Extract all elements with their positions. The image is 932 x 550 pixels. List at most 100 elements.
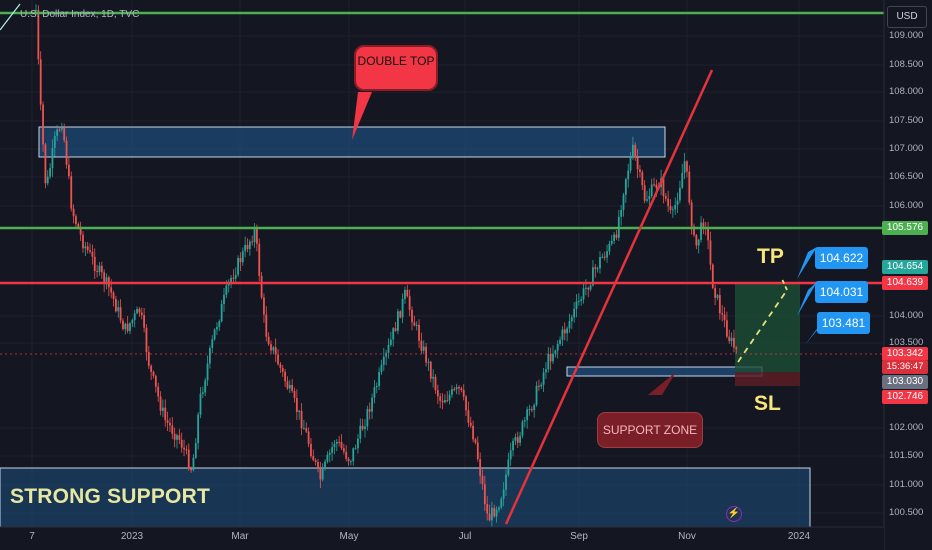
- candle-body: [166, 420, 169, 423]
- candle-body: [592, 267, 594, 286]
- candle-body: [180, 439, 183, 448]
- price-tick: 101.500: [889, 450, 924, 461]
- time-tick: Nov: [678, 531, 696, 542]
- candle-body: [72, 208, 75, 217]
- candle-body: [274, 347, 277, 355]
- candle-body: [624, 179, 627, 195]
- candle-body: [39, 59, 42, 105]
- candle-body: [117, 307, 120, 312]
- time-tick: 2023: [120, 531, 144, 542]
- candle-body: [683, 161, 686, 173]
- candle-body: [225, 285, 228, 295]
- candle-body: [387, 344, 390, 353]
- candle-body: [246, 244, 249, 250]
- candle-body: [237, 258, 239, 275]
- candle-body: [267, 336, 270, 345]
- candle-body: [472, 425, 474, 440]
- candle-body: [721, 313, 724, 315]
- candle-body: [192, 457, 195, 471]
- candle-body: [451, 389, 453, 395]
- candle-body: [319, 467, 322, 480]
- candle-body: [366, 409, 369, 427]
- price-tick: 107.500: [889, 115, 924, 126]
- candle-body: [272, 347, 275, 351]
- double-top-zone: [38, 126, 666, 158]
- candle-body: [124, 323, 127, 330]
- candle-body: [474, 439, 477, 443]
- candle-body: [303, 428, 305, 430]
- candle-body: [653, 184, 655, 186]
- candle-body: [133, 313, 136, 321]
- candle-body: [632, 144, 634, 158]
- candle-body: [406, 289, 409, 297]
- symbol-legend[interactable]: U.S. Dollar Index, 1D, TVC: [20, 9, 140, 20]
- candle-body: [342, 448, 345, 452]
- candle-body: [401, 298, 404, 318]
- long-position-profit: [735, 282, 800, 372]
- candle-body: [347, 458, 350, 462]
- candle-body: [606, 251, 608, 258]
- price-tick: 109.000: [889, 30, 924, 41]
- target-3-label[interactable]: 103.481: [817, 312, 870, 334]
- candle-body: [695, 234, 698, 246]
- candle-body: [700, 222, 702, 240]
- price-tick: 106.000: [889, 200, 924, 211]
- candle-body: [465, 396, 467, 411]
- candle-body: [561, 329, 564, 340]
- time-tick: Mar: [231, 531, 249, 542]
- candle-body: [328, 452, 331, 455]
- candle-body: [507, 459, 510, 475]
- trend-lines[interactable]: [0, 3, 884, 525]
- candle-body: [91, 251, 94, 257]
- candle-body: [44, 144, 47, 184]
- candle-body: [458, 387, 460, 389]
- projection-line: [737, 289, 788, 363]
- candle-body: [688, 171, 691, 203]
- support-zone-callout[interactable]: SUPPORT ZONE: [597, 412, 703, 448]
- long-position-loss: [735, 372, 800, 386]
- currency-button[interactable]: USD: [887, 6, 927, 28]
- candle-body: [110, 287, 113, 293]
- candle-body: [648, 195, 651, 200]
- candle-body: [199, 393, 202, 415]
- candle-body: [547, 353, 550, 370]
- price-label-103030: 103.030: [882, 375, 928, 389]
- candle-body: [676, 200, 679, 205]
- candle-body: [733, 337, 735, 348]
- candle-body: [643, 185, 646, 201]
- candle-body: [521, 421, 524, 436]
- candle-body: [216, 326, 218, 330]
- time-tick: 7: [29, 531, 35, 542]
- candle-body: [408, 296, 411, 310]
- time-axis-bg: [0, 527, 884, 550]
- candle-body: [115, 299, 117, 312]
- candle-body: [119, 307, 122, 321]
- candle-body: [321, 467, 324, 480]
- candle-body: [145, 327, 148, 353]
- candle-body: [582, 288, 585, 300]
- candle-body: [378, 371, 380, 387]
- double-top-callout[interactable]: DOUBLE TOP: [354, 45, 438, 91]
- candle-body: [620, 209, 623, 217]
- candle-body: [136, 308, 138, 314]
- target-2-label[interactable]: 104.031: [815, 281, 868, 303]
- candle-body: [340, 442, 343, 449]
- candle-body: [157, 386, 160, 397]
- candle-body: [70, 176, 73, 209]
- candlesticks: [35, 4, 738, 530]
- candle-body: [519, 435, 521, 443]
- lightning-icon[interactable]: ⚡: [726, 506, 742, 522]
- candle-body: [664, 196, 667, 199]
- price-tick: 102.000: [889, 422, 924, 433]
- candle-body: [49, 168, 51, 177]
- price-label-104654: 104.654: [882, 260, 928, 274]
- candle-body: [354, 448, 357, 450]
- candle-body: [333, 443, 336, 448]
- candle-body: [58, 129, 61, 131]
- candle-body: [399, 311, 402, 318]
- candle-body: [392, 328, 395, 340]
- candle-body: [533, 404, 536, 411]
- target-1-label[interactable]: 104.622: [815, 247, 868, 269]
- candle-body: [218, 321, 221, 327]
